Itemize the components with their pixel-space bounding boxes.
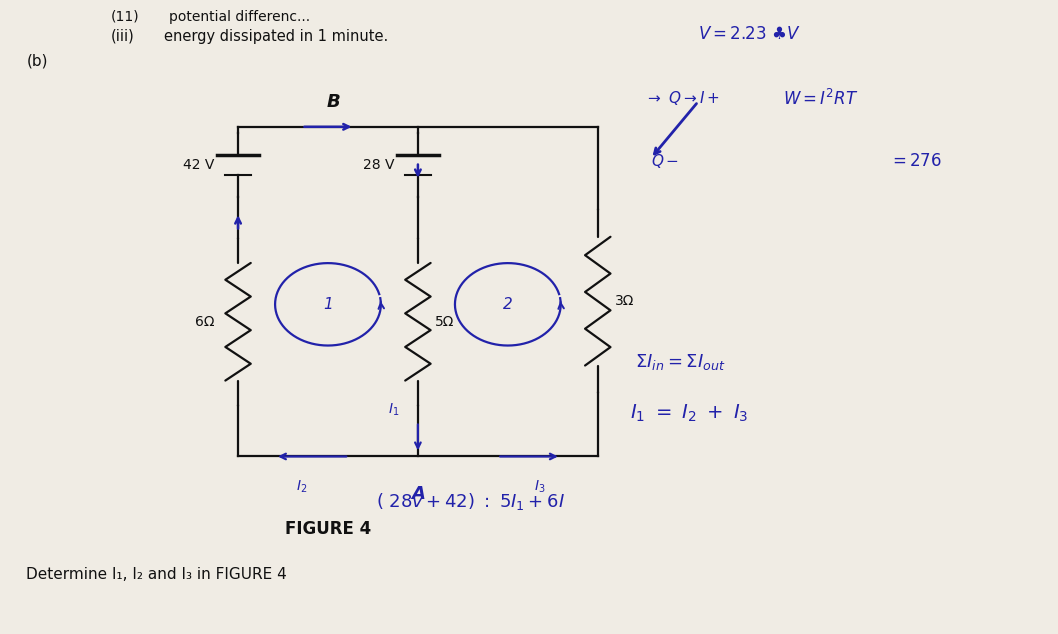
Text: (iii): (iii) xyxy=(111,29,134,44)
Text: potential differenc...: potential differenc... xyxy=(169,10,310,23)
Text: 6Ω: 6Ω xyxy=(196,314,215,329)
Text: Determine I₁, I₂ and I₃ in FIGURE 4: Determine I₁, I₂ and I₃ in FIGURE 4 xyxy=(26,567,287,583)
Text: $I_3$: $I_3$ xyxy=(534,479,545,495)
Text: 5Ω: 5Ω xyxy=(435,314,454,329)
Text: 2: 2 xyxy=(503,297,513,312)
Text: $= 276$: $= 276$ xyxy=(889,152,942,170)
Text: $V = 2.23\ \clubsuit V$: $V = 2.23\ \clubsuit V$ xyxy=(698,25,801,43)
Text: energy dissipated in 1 minute.: energy dissipated in 1 minute. xyxy=(164,29,388,44)
Text: A: A xyxy=(411,485,425,503)
Text: 42 V: 42 V xyxy=(183,158,215,172)
Text: $I_1$: $I_1$ xyxy=(387,402,399,418)
Text: $\rightarrow\ Q{\rightarrow}I+$: $\rightarrow\ Q{\rightarrow}I+$ xyxy=(645,89,720,107)
Text: 28 V: 28 V xyxy=(363,158,395,172)
Text: $I_2$: $I_2$ xyxy=(296,479,307,495)
Text: (11): (11) xyxy=(111,10,140,23)
Text: 3Ω: 3Ω xyxy=(615,294,634,308)
Text: $W= I^2RT$: $W= I^2RT$ xyxy=(783,89,859,109)
Text: (b): (b) xyxy=(26,54,48,69)
Text: 1: 1 xyxy=(323,297,333,312)
Text: $Q-$: $Q-$ xyxy=(651,152,679,170)
Text: $I_1\ =\ I_2\ +\ I_3$: $I_1\ =\ I_2\ +\ I_3$ xyxy=(630,403,748,424)
Text: B: B xyxy=(327,93,340,111)
Text: $\Sigma I_{in} = \Sigma I_{out}$: $\Sigma I_{in} = \Sigma I_{out}$ xyxy=(635,352,726,372)
Text: FIGURE 4: FIGURE 4 xyxy=(285,520,371,538)
Text: $( \ 28v + 42) \ : \ 5I_1 + 6I$: $( \ 28v + 42) \ : \ 5I_1 + 6I$ xyxy=(376,491,565,512)
